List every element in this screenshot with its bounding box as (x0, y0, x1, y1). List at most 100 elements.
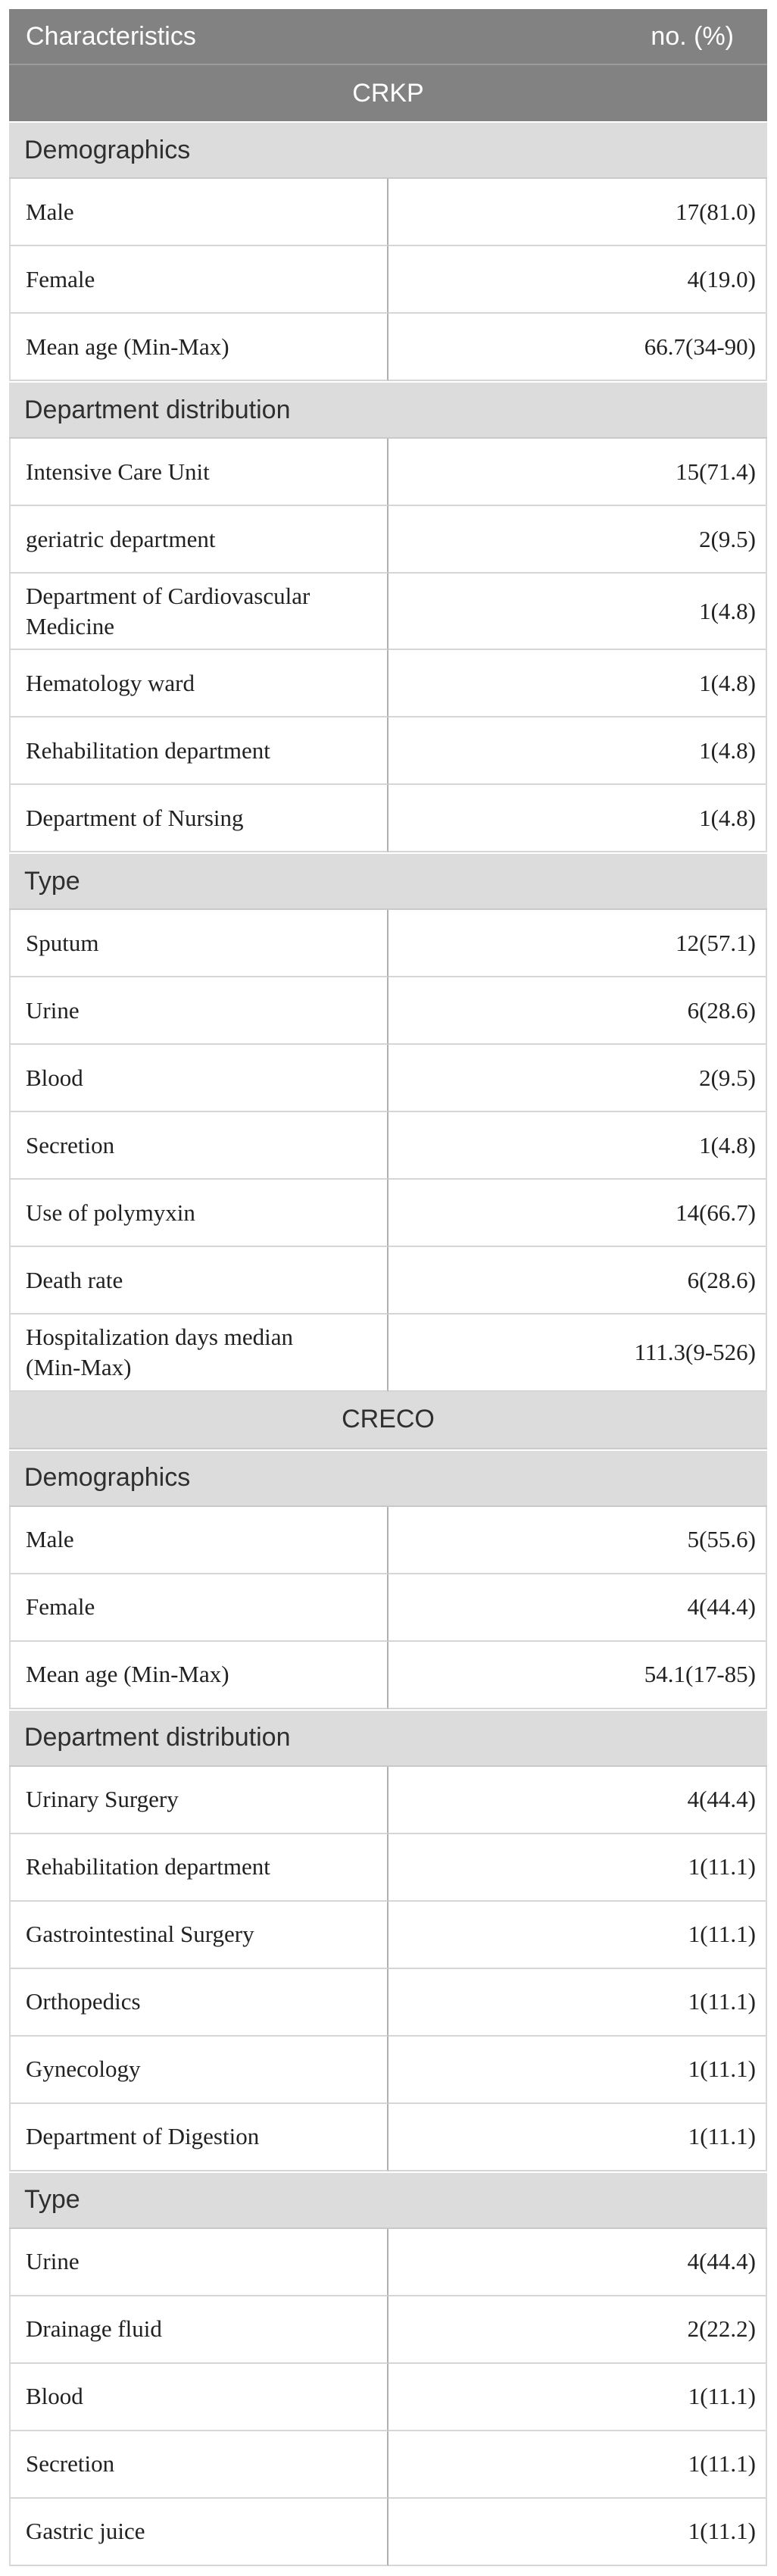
row-value-cell: 4(19.0) (388, 246, 767, 314)
row-value-cell: 111.3(9-526) (388, 1315, 767, 1392)
row-label-cell: Mean age (Min-Max) (9, 1641, 388, 1709)
header-characteristics: Characteristics (9, 9, 388, 65)
table-row-data: Blood 1(11.1) (9, 2363, 767, 2431)
row-label-cell: Orthopedics (9, 1968, 388, 2037)
section-label-cell: Type (9, 2171, 767, 2229)
row-label-cell: Rehabilitation department (9, 1834, 388, 1902)
table-row-data: Secretion 1(4.8) (9, 1112, 767, 1180)
row-value-cell: 5(55.6) (388, 1506, 767, 1574)
table-body: CRKP Demographics Male 17(81.0) Female 4(19.0… (9, 65, 767, 2566)
row-label-cell: Urine (9, 977, 388, 1046)
row-label-cell: Intensive Care Unit (9, 439, 388, 506)
row-label-cell: Department of Digestion (9, 2103, 388, 2171)
table-row-data: Department of Cardiovascular Medicine 1(4… (9, 574, 767, 651)
section-label-cell: Department distribution (9, 381, 767, 439)
row-value-cell: 1(11.1) (388, 2036, 767, 2104)
row-value-cell: 6(28.6) (388, 1247, 767, 1315)
row-value-cell: 1(4.8) (388, 574, 767, 651)
table-row-data: Female 4(19.0) (9, 246, 767, 314)
section-label-cell: Demographics (9, 121, 767, 179)
table-row-section: Department distribution (9, 1708, 767, 1767)
table-row-data: Urinary Surgery 4(44.4) (9, 1766, 767, 1834)
row-label-cell: Hematology ward (9, 650, 388, 718)
row-label-cell: Male (9, 179, 388, 246)
table-row-data: Rehabilitation department 1(11.1) (9, 1834, 767, 1902)
section-label-cell: Department distribution (9, 1708, 767, 1767)
table-row-section: Demographics (9, 121, 767, 179)
table-row-data: Intensive Care Unit 15(71.4) (9, 439, 767, 506)
table-row-section: Department distribution (9, 381, 767, 439)
row-label-cell: Department of Cardiovascular Medicine (9, 574, 388, 651)
table-row-data: Male 5(55.6) (9, 1506, 767, 1574)
row-label-cell: Male (9, 1506, 388, 1574)
table-row-data: Secretion 1(11.1) (9, 2431, 767, 2499)
table-row-data: Gastrointestinal Surgery 1(11.1) (9, 1901, 767, 1969)
table-row-data: Mean age (Min-Max) 66.7(34-90) (9, 314, 767, 381)
row-label-cell: Hospitalization days median (Min-Max) (9, 1315, 388, 1392)
row-value-cell: 2(22.2) (388, 2296, 767, 2364)
row-value-cell: 1(11.1) (388, 1834, 767, 1902)
row-label-cell: Drainage fluid (9, 2296, 388, 2364)
group-label-cell: CRKP (9, 65, 767, 121)
section-label-cell: Type (9, 852, 767, 911)
row-value-cell: 1(11.1) (388, 2431, 767, 2499)
table-row-data: Gynecology 1(11.1) (9, 2036, 767, 2104)
table-header-row: Characteristics no. (%) (9, 9, 767, 65)
row-value-cell: 4(44.4) (388, 1766, 767, 1834)
row-label-cell: Gynecology (9, 2036, 388, 2104)
row-label-cell: Blood (9, 1045, 388, 1113)
row-value-cell: 2(9.5) (388, 1045, 767, 1113)
table-row-data: Male 17(81.0) (9, 179, 767, 246)
row-label-cell: Blood (9, 2363, 388, 2431)
table-row-data: Death rate 6(28.6) (9, 1247, 767, 1315)
row-label-cell: Gastrointestinal Surgery (9, 1901, 388, 1969)
group-label-cell: CRECO (9, 1391, 767, 1449)
table-row-data: geriatric department 2(9.5) (9, 506, 767, 574)
table-row-data: Use of polymyxin 14(66.7) (9, 1180, 767, 1248)
table-row-data: Female 4(44.4) (9, 1574, 767, 1642)
row-value-cell: 54.1(17-85) (388, 1641, 767, 1709)
row-value-cell: 1(11.1) (388, 1901, 767, 1969)
row-value-cell: 1(11.1) (388, 1968, 767, 2037)
row-label-cell: Urinary Surgery (9, 1766, 388, 1834)
table-row-data: Orthopedics 1(11.1) (9, 1968, 767, 2037)
characteristics-table: Characteristics no. (%) CRKP Demographics… (9, 9, 767, 2566)
table-row-data: Hematology ward 1(4.8) (9, 650, 767, 718)
table-row-data: Hospitalization days median (Min-Max) 111… (9, 1315, 767, 1392)
table-row-data: Department of Digestion 1(11.1) (9, 2103, 767, 2171)
row-label-cell: Death rate (9, 1247, 388, 1315)
row-value-cell: 1(4.8) (388, 717, 767, 786)
table-row-data: Gastric juice 1(11.1) (9, 2498, 767, 2566)
row-value-cell: 4(44.4) (388, 1574, 767, 1642)
row-label-cell: geriatric department (9, 506, 388, 574)
table-row-group: CRKP (9, 65, 767, 121)
table-row-data: Mean age (Min-Max) 54.1(17-85) (9, 1641, 767, 1709)
row-label-cell: Use of polymyxin (9, 1180, 388, 1248)
row-value-cell: 66.7(34-90) (388, 314, 767, 381)
table-row-data: Urine 6(28.6) (9, 977, 767, 1046)
row-label-cell: Secretion (9, 2431, 388, 2499)
table-row-data: Drainage fluid 2(22.2) (9, 2296, 767, 2364)
header-no-percent: no. (%) (388, 9, 767, 65)
table-row-data: Department of Nursing 1(4.8) (9, 785, 767, 853)
table-row-data: Rehabilitation department 1(4.8) (9, 717, 767, 786)
row-value-cell: 2(9.5) (388, 506, 767, 574)
row-value-cell: 6(28.6) (388, 977, 767, 1046)
row-label-cell: Female (9, 1574, 388, 1642)
row-label-cell: Urine (9, 2228, 388, 2296)
table-row-data: Blood 2(9.5) (9, 1045, 767, 1113)
table-row-group: CRECO (9, 1391, 767, 1449)
row-label-cell: Sputum (9, 910, 388, 978)
row-label-cell: Female (9, 246, 388, 314)
row-label-cell: Mean age (Min-Max) (9, 314, 388, 381)
row-value-cell: 12(57.1) (388, 910, 767, 978)
row-label-cell: Department of Nursing (9, 785, 388, 853)
table-row-section: Type (9, 2171, 767, 2229)
row-value-cell: 1(4.8) (388, 785, 767, 853)
table-row-data: Urine 4(44.4) (9, 2228, 767, 2296)
row-value-cell: 4(44.4) (388, 2228, 767, 2296)
table-row-data: Sputum 12(57.1) (9, 910, 767, 978)
row-value-cell: 1(11.1) (388, 2103, 767, 2171)
row-value-cell: 15(71.4) (388, 439, 767, 506)
